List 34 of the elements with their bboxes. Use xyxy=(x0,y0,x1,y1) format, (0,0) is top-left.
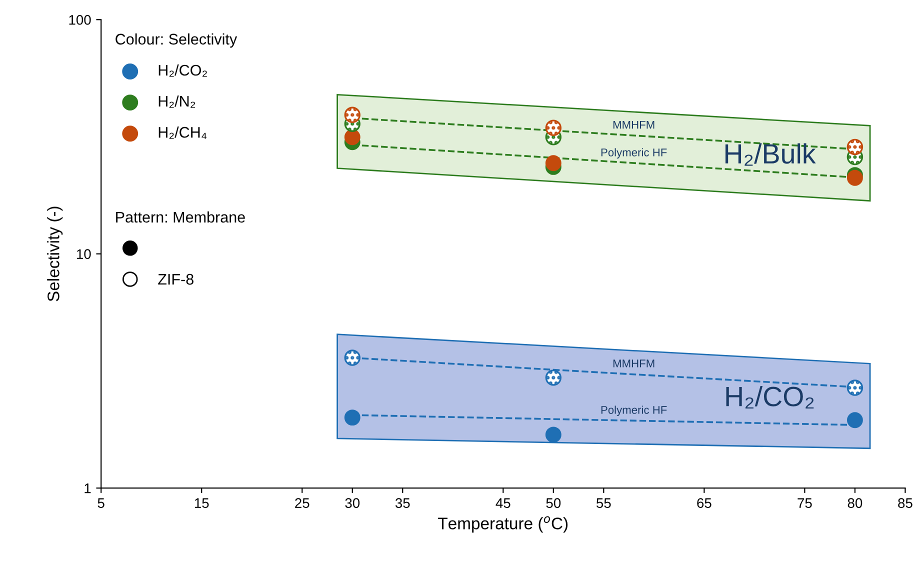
legend-label: H₂/N₂ xyxy=(158,95,196,108)
x-tick-label: 80 xyxy=(848,498,862,508)
legend-label: H₂/CH₄ xyxy=(158,126,207,139)
x-axis-title: Temperature ($^{o}$C) xyxy=(438,516,568,533)
annotation: Pattern: Membrane xyxy=(116,211,245,223)
point xyxy=(545,426,562,443)
y-tick-label: 100 xyxy=(69,14,91,25)
point xyxy=(846,412,863,428)
x-tick-label: 55 xyxy=(596,498,611,508)
annotation: ZIF-8 xyxy=(158,274,194,285)
legend-label: H₂/CO₂ xyxy=(158,64,207,77)
annotation: H₂/CO₂ xyxy=(726,386,814,409)
y-axis-title: Selectivity (-) xyxy=(47,206,63,302)
x-tick-label: 25 xyxy=(295,498,310,508)
y-tick-label: 1 xyxy=(84,484,91,494)
y-tick-label: 10 xyxy=(76,249,91,260)
annotation: MMHFM xyxy=(613,120,654,129)
annotation: H₂/Bulk xyxy=(726,143,816,166)
annotation: Polymeric HF xyxy=(601,406,667,416)
point xyxy=(545,155,562,172)
annotation: MMHFM xyxy=(613,360,654,368)
annotation: Polymeric HF xyxy=(601,148,667,159)
point xyxy=(344,129,360,146)
point xyxy=(344,410,360,426)
x-tick-label: 75 xyxy=(798,498,812,508)
legend-title: Colour: Selectivity xyxy=(116,33,238,48)
x-tick-label: 5 xyxy=(98,498,104,508)
x-tick-label: 15 xyxy=(194,498,209,508)
x-tick-label: 45 xyxy=(496,498,510,508)
x-tick-label: 65 xyxy=(697,498,712,508)
x-tick-label: 85 xyxy=(898,498,912,508)
x-tick-label: 30 xyxy=(345,498,360,508)
x-tick-label: 50 xyxy=(546,498,561,508)
x-tick-label: 35 xyxy=(395,498,410,508)
